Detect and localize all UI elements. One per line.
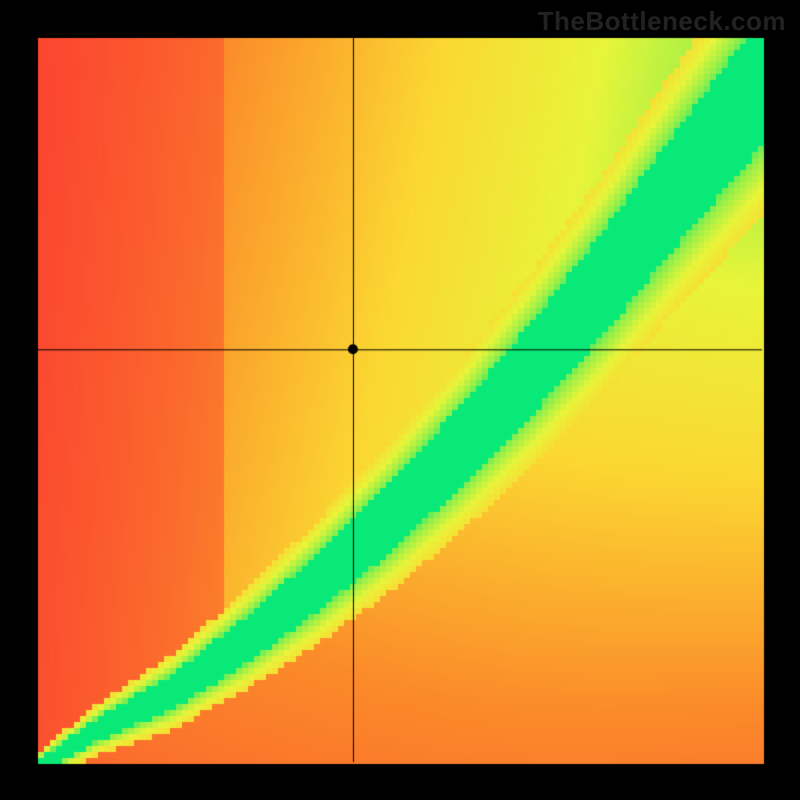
bottleneck-heatmap	[0, 0, 800, 800]
watermark-text: TheBottleneck.com	[538, 6, 786, 37]
